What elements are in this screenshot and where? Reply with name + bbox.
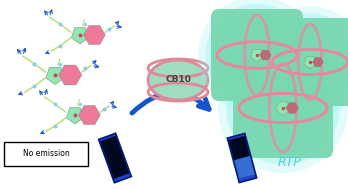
Polygon shape — [304, 57, 316, 68]
Circle shape — [254, 6, 348, 118]
Polygon shape — [286, 103, 299, 113]
FancyBboxPatch shape — [211, 9, 303, 101]
Circle shape — [213, 11, 301, 99]
Text: No emission: No emission — [23, 149, 69, 159]
Circle shape — [198, 0, 316, 114]
Circle shape — [206, 4, 308, 106]
Polygon shape — [84, 26, 105, 44]
Polygon shape — [79, 106, 100, 124]
FancyBboxPatch shape — [233, 58, 333, 158]
Polygon shape — [251, 50, 263, 62]
Polygon shape — [313, 57, 323, 67]
Circle shape — [235, 60, 331, 156]
Polygon shape — [227, 133, 256, 183]
Circle shape — [226, 51, 340, 165]
Circle shape — [261, 13, 348, 111]
Circle shape — [269, 21, 348, 103]
FancyArrowPatch shape — [132, 93, 209, 113]
Ellipse shape — [148, 60, 208, 100]
Text: CB10: CB10 — [165, 75, 191, 84]
Polygon shape — [234, 156, 255, 179]
Circle shape — [218, 43, 348, 173]
Polygon shape — [66, 108, 84, 124]
Polygon shape — [100, 136, 129, 179]
Polygon shape — [59, 65, 81, 85]
Polygon shape — [260, 50, 271, 60]
Polygon shape — [99, 133, 131, 183]
FancyBboxPatch shape — [4, 142, 88, 166]
FancyBboxPatch shape — [266, 18, 348, 106]
Text: RTP: RTP — [278, 156, 302, 169]
Polygon shape — [46, 67, 64, 84]
Polygon shape — [71, 28, 88, 44]
Polygon shape — [276, 102, 290, 115]
Polygon shape — [229, 136, 255, 179]
